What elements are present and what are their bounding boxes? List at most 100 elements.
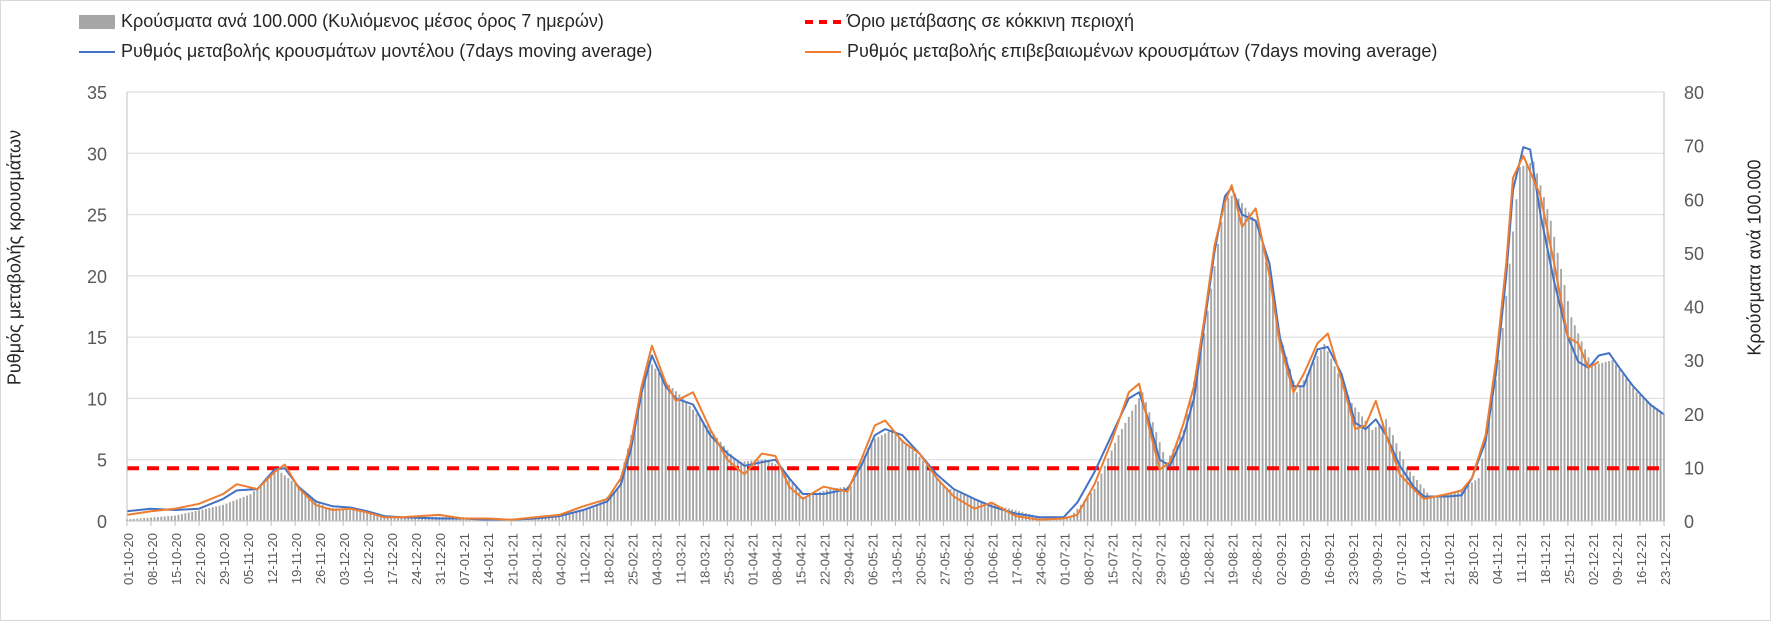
x-tick-label: 31-12-20 xyxy=(433,533,448,585)
bar xyxy=(1172,449,1175,521)
bar xyxy=(990,504,993,521)
x-tick-label: 14-01-21 xyxy=(481,533,496,585)
legend-confirmed-label: Ρυθμός μεταβολής επιβεβαιωμένων κρουσμάτ… xyxy=(847,41,1438,61)
bar xyxy=(263,482,266,521)
bar xyxy=(1199,349,1202,521)
bar xyxy=(1645,400,1648,521)
bar xyxy=(668,384,671,521)
x-tick-label: 24-06-21 xyxy=(1034,533,1049,585)
bar xyxy=(1213,266,1216,521)
bar xyxy=(822,490,825,521)
bar xyxy=(239,498,242,521)
bar xyxy=(771,462,773,521)
bar xyxy=(1405,467,1408,521)
bar xyxy=(1007,508,1010,521)
bar xyxy=(1083,500,1086,521)
bar xyxy=(712,433,715,521)
bar xyxy=(304,491,307,521)
bar xyxy=(222,504,225,521)
left-tick-label: 0 xyxy=(97,512,107,532)
bar xyxy=(1518,167,1521,521)
bar xyxy=(1563,285,1566,521)
bar xyxy=(856,470,859,521)
bar xyxy=(891,429,894,521)
bar xyxy=(1577,333,1580,521)
x-tick-label: 25-11-21 xyxy=(1562,533,1577,584)
bar xyxy=(400,516,403,521)
bar xyxy=(1189,397,1192,521)
bar xyxy=(1069,516,1072,521)
x-tick-label: 02-12-21 xyxy=(1586,533,1601,585)
bar xyxy=(160,516,163,521)
bar xyxy=(997,505,1000,521)
right-tick-label: 0 xyxy=(1684,512,1694,532)
bar xyxy=(582,509,585,521)
bar xyxy=(290,480,293,521)
bar xyxy=(1402,459,1405,521)
bar xyxy=(1206,310,1209,521)
bar xyxy=(174,515,176,521)
bar xyxy=(575,511,578,521)
bar xyxy=(1169,455,1171,521)
bar xyxy=(592,507,595,521)
bar xyxy=(599,502,602,521)
bar xyxy=(1378,424,1381,521)
bar xyxy=(620,475,622,521)
bar xyxy=(1096,481,1099,521)
confirmed-rate-line xyxy=(126,154,1600,521)
bar xyxy=(853,478,856,521)
bar xyxy=(180,514,183,521)
x-tick-label: 07-10-21 xyxy=(1394,533,1409,585)
bar xyxy=(194,511,197,521)
right-tick-label: 70 xyxy=(1684,137,1704,157)
x-tick-label: 07-01-21 xyxy=(457,533,472,585)
left-tick-label: 5 xyxy=(97,451,107,471)
bar xyxy=(1107,458,1110,521)
bar xyxy=(1179,436,1182,521)
bar xyxy=(1371,429,1374,521)
legend-threshold-swatch xyxy=(805,19,841,24)
bar xyxy=(1591,365,1593,521)
bar xyxy=(1470,482,1473,521)
bar xyxy=(1604,361,1607,521)
x-tick-label: 28-10-21 xyxy=(1466,533,1481,585)
bar xyxy=(1443,494,1446,521)
bar xyxy=(561,513,564,521)
bar xyxy=(616,488,619,521)
bar xyxy=(1364,420,1367,521)
bar xyxy=(1220,221,1223,521)
bar xyxy=(873,438,876,521)
bar xyxy=(1446,493,1449,521)
bar xyxy=(630,435,633,521)
x-tick-label: 18-02-21 xyxy=(601,533,616,585)
bar xyxy=(558,514,561,521)
bar xyxy=(1477,478,1480,521)
bar xyxy=(287,478,290,521)
legend-confirmed: Ρυθμός μεταβολής επιβεβαιωμένων κρουσμάτ… xyxy=(805,41,1437,62)
bar xyxy=(1498,360,1501,521)
bar xyxy=(256,488,259,521)
bar xyxy=(860,463,863,521)
bar xyxy=(572,511,574,521)
bar xyxy=(1278,333,1281,521)
bar xyxy=(877,436,880,521)
bar xyxy=(1625,378,1628,521)
bar xyxy=(568,512,571,521)
right-tick-label: 60 xyxy=(1684,190,1704,210)
bar xyxy=(1247,212,1250,522)
x-tick-label: 05-11-20 xyxy=(241,533,256,584)
bar xyxy=(777,465,780,521)
bar xyxy=(1337,373,1340,521)
bar xyxy=(1659,411,1662,521)
bar xyxy=(1066,516,1068,521)
bar xyxy=(664,381,667,521)
bar xyxy=(1306,374,1309,521)
bar xyxy=(911,449,914,521)
right-tick-label: 40 xyxy=(1684,298,1704,318)
bar xyxy=(1299,386,1302,521)
bar xyxy=(1392,435,1394,521)
bar xyxy=(1282,345,1285,521)
bar xyxy=(376,515,379,521)
bar xyxy=(709,429,712,521)
